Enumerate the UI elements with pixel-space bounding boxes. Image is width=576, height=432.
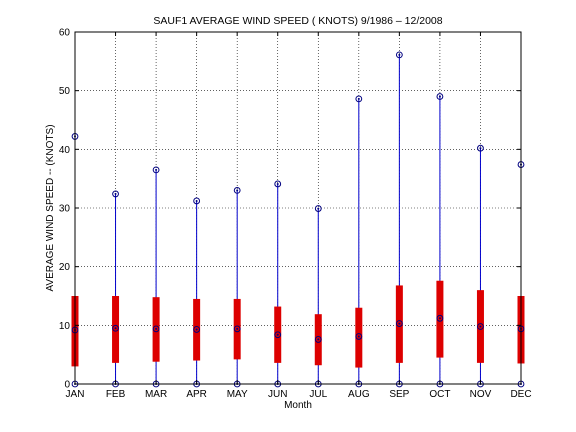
x-tick-label: FEB: [106, 389, 126, 400]
box-feb: [112, 296, 120, 363]
max-marker-dot-aug: [357, 97, 360, 100]
mean-marker-dot-may: [236, 327, 239, 330]
x-tick-label: JUL: [309, 389, 327, 400]
y-axis-label: AVERAGE WIND SPEED -- (KNOTS): [45, 124, 56, 291]
max-marker-may: [233, 187, 241, 194]
x-tick-label: NOV: [470, 389, 492, 400]
max-marker-feb: [112, 190, 119, 198]
max-marker-aug: [355, 95, 363, 103]
max-marker-jun: [274, 180, 282, 188]
mean-marker-mar: [152, 325, 160, 333]
x-tick-label: JUN: [268, 389, 287, 400]
max-marker-dot-oct: [438, 95, 441, 98]
max-marker-oct: [436, 93, 444, 100]
max-marker-nov: [477, 144, 484, 152]
x-tick-label: OCT: [429, 389, 450, 400]
mean-marker-dot-apr: [195, 328, 198, 331]
y-axis-ticks: 0 10 20 30 40 50 60: [59, 28, 521, 391]
x-axis-ticks: JAN FEB MAR APR MAY JUN JUL AUG SEP OCT NOV DEC: [66, 32, 532, 400]
mean-marker-sep: [395, 320, 403, 327]
mean-marker-feb: [112, 324, 119, 332]
x-tick-label: SEP: [389, 389, 409, 400]
mean-marker-dot-oct: [438, 317, 441, 320]
mean-marker-dot-nov: [479, 325, 482, 328]
x-tick-label: APR: [186, 389, 207, 400]
mean-marker-aug: [355, 333, 363, 340]
y-tick-label: 50: [59, 86, 71, 97]
max-marker-dot-nov: [479, 147, 482, 150]
max-marker-dot-apr: [195, 199, 198, 202]
mean-marker-jul: [314, 336, 322, 343]
max-marker-dot-sep: [398, 53, 401, 56]
mean-marker-dot-jul: [317, 338, 320, 341]
x-tick-label: DEC: [510, 389, 531, 400]
y-tick-label: 30: [59, 204, 71, 215]
mean-marker-dot-aug: [357, 335, 360, 338]
mean-marker-nov: [477, 323, 484, 330]
mean-marker-dot-jun: [276, 333, 279, 336]
max-marker-dot-may: [236, 189, 239, 192]
x-axis-label: Month: [284, 400, 312, 411]
mean-marker-dot-mar: [155, 327, 158, 330]
y-tick-label: 20: [59, 262, 71, 273]
mean-marker-dot-feb: [114, 327, 117, 330]
max-marker-dot-mar: [155, 168, 158, 171]
mean-marker-may: [233, 325, 241, 333]
x-tick-label: MAY: [227, 389, 248, 400]
y-tick-label: 40: [59, 145, 71, 156]
max-marker-sep: [395, 51, 403, 59]
max-marker-apr: [193, 197, 201, 205]
max-marker-dot-jul: [317, 207, 320, 210]
y-tick-label: 0: [64, 380, 70, 391]
x-tick-label: JAN: [66, 389, 85, 400]
x-tick-label: AUG: [348, 389, 370, 400]
x-tick-label: MAR: [145, 389, 167, 400]
grid: [75, 32, 521, 384]
mean-marker-apr: [193, 326, 201, 333]
max-marker-jul: [314, 205, 322, 212]
box-aug: [355, 307, 363, 368]
max-marker-dot-jun: [276, 182, 279, 185]
y-tick-label: 10: [59, 321, 71, 332]
mean-marker-oct: [436, 314, 444, 322]
max-marker-mar: [152, 166, 160, 174]
y-tick-label: 60: [59, 28, 71, 39]
mean-marker-jun: [274, 331, 282, 339]
chart-title: SAUF1 AVERAGE WIND SPEED ( KNOTS) 9/1986…: [153, 15, 442, 27]
max-marker-dot-feb: [114, 192, 117, 195]
mean-marker-dot-sep: [398, 322, 401, 325]
